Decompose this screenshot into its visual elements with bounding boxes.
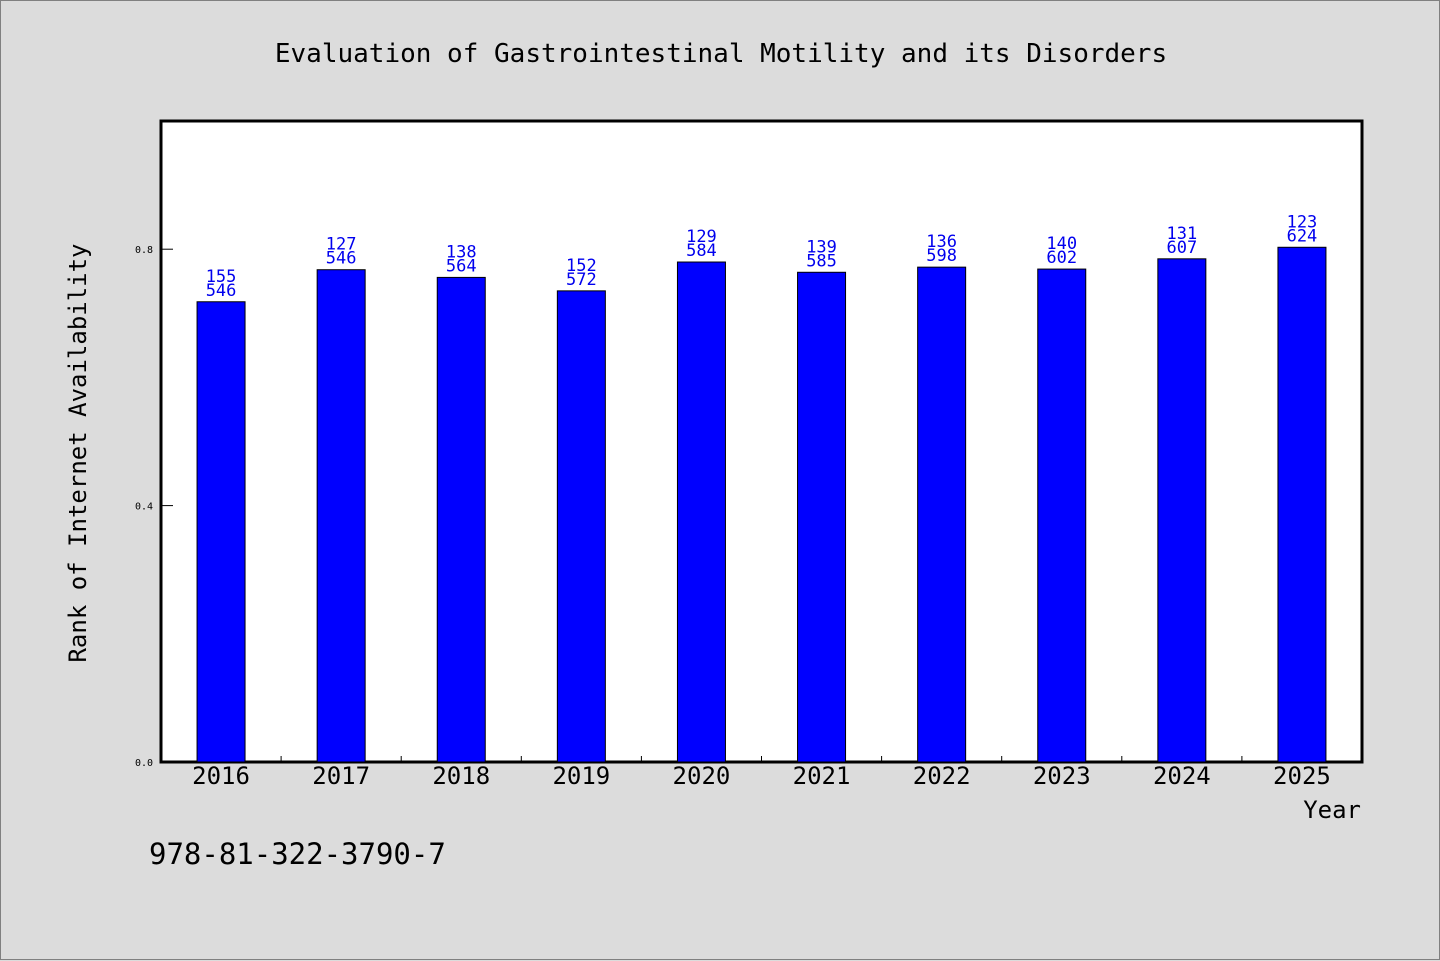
x-axis-label: Year xyxy=(1303,796,1361,824)
bar-2022 xyxy=(917,266,967,763)
data-label-bottom-2022: 598 xyxy=(926,246,957,266)
y-tick-label: 0.4 xyxy=(135,502,153,513)
x-tick-label-2019: 2019 xyxy=(552,762,610,790)
data-label-top-2022: 136 xyxy=(926,232,957,252)
bar-2021 xyxy=(797,271,847,763)
bar-2024 xyxy=(1157,258,1207,763)
y-tick-label: 0.0 xyxy=(135,758,153,769)
data-label-bottom-2021: 585 xyxy=(806,251,837,271)
y-tick-label: 0.8 xyxy=(135,245,153,256)
data-label-top-2024: 131 xyxy=(1166,224,1197,244)
bar-2017 xyxy=(316,269,366,763)
data-label-bottom-2017: 546 xyxy=(326,249,357,269)
footer-code: 978-81-322-3790-7 xyxy=(149,837,446,871)
x-tick-label-2021: 2021 xyxy=(793,762,851,790)
data-label-top-2023: 140 xyxy=(1046,234,1077,254)
data-label-top-2021: 139 xyxy=(806,237,837,257)
x-tick-label-2025: 2025 xyxy=(1273,762,1331,790)
x-tick-label-2020: 2020 xyxy=(673,762,731,790)
y-axis-label: Rank of Internet Availability xyxy=(64,243,92,662)
data-label-top-2020: 129 xyxy=(686,227,717,247)
bar-2023 xyxy=(1037,268,1087,763)
data-label-bottom-2024: 607 xyxy=(1166,238,1197,258)
x-tick-label-2016: 2016 xyxy=(192,762,250,790)
ticks-group: 2016 2017 2018 2019 2020 2021 2022 2023 2024 2025… xyxy=(135,245,1331,790)
data-label-top-2019: 152 xyxy=(566,256,597,276)
bar-2016 xyxy=(196,301,246,763)
x-tick-label-2023: 2023 xyxy=(1033,762,1091,790)
bar-2025 xyxy=(1277,246,1327,763)
data-label-top-2025: 123 xyxy=(1287,212,1318,232)
bar-2019 xyxy=(556,290,606,763)
bar-2020 xyxy=(676,261,726,763)
x-tick-label-2017: 2017 xyxy=(312,762,370,790)
data-label-bottom-2020: 584 xyxy=(686,241,717,261)
x-tick-label-2018: 2018 xyxy=(432,762,490,790)
data-label-bottom-2018: 564 xyxy=(446,256,477,276)
data-label-bottom-2019: 572 xyxy=(566,270,597,290)
data-label-top-2018: 138 xyxy=(446,242,477,262)
x-tick-label-2024: 2024 xyxy=(1153,762,1211,790)
data-label-bottom-2016: 546 xyxy=(206,281,237,301)
data-label-bottom-2023: 602 xyxy=(1046,248,1077,268)
bar-2018 xyxy=(436,276,486,763)
x-tick-label-2022: 2022 xyxy=(913,762,971,790)
chart-title: Evaluation of Gastrointestinal Motility … xyxy=(275,39,1167,69)
data-label-top-2017: 127 xyxy=(326,235,357,255)
data-label-bottom-2025: 624 xyxy=(1287,226,1318,246)
data-label-top-2016: 155 xyxy=(206,267,237,287)
